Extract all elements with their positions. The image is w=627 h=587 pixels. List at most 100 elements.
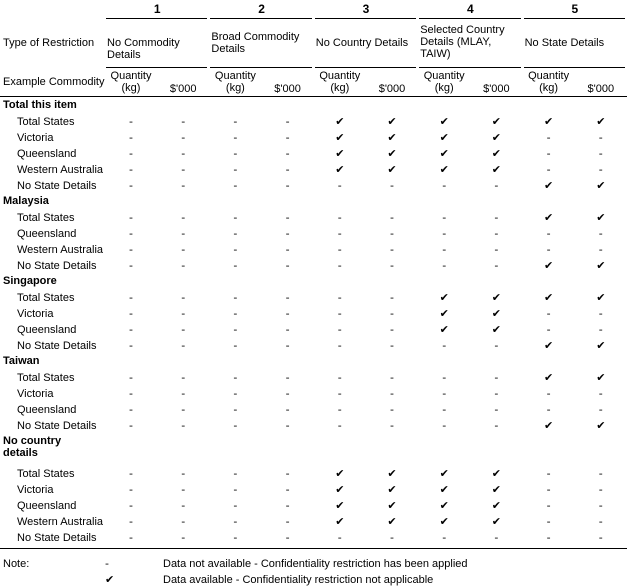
cell: - [598,163,603,176]
cell: - [598,499,603,512]
cell: ✔ [335,147,345,160]
cell: - [233,339,238,352]
header-rule [419,18,521,19]
cell: - [390,371,394,384]
cell: ✔ [335,131,345,144]
cell: - [494,371,499,384]
row-label: Western Australia [17,244,104,256]
cell: - [546,323,551,336]
restriction: Broad Commodity Details [211,31,300,55]
rule [0,548,627,549]
cell: ✔ [596,211,606,224]
cell: - [442,371,447,384]
header-rule [106,18,208,19]
cell: ✔ [596,179,606,192]
cell: - [181,163,186,176]
column-number: 3 [362,2,370,16]
cell: ✔ [491,291,501,304]
cell: - [129,115,133,128]
cell: - [181,211,186,224]
cell: ✔ [439,131,449,144]
cell: - [442,419,447,432]
cell: - [233,147,238,160]
cell: - [494,211,499,224]
cell: - [285,131,290,144]
cell: - [285,211,290,224]
cell: - [337,307,342,320]
cell: - [337,419,342,432]
cell: - [494,387,499,400]
cell: - [129,371,133,384]
column-number: 4 [467,2,474,16]
cell: - [233,211,238,224]
cell: ✔ [387,467,397,480]
cell: - [546,515,551,528]
cell: - [337,403,342,416]
cell: - [129,131,133,144]
cell: - [233,419,238,432]
cell: - [285,307,290,320]
cell: - [390,323,394,336]
row-label: Victoria [17,388,54,400]
cell: ✔ [596,339,606,352]
cell: ✔ [543,115,554,128]
header-rule [314,67,417,68]
cell: - [546,227,551,240]
cell: - [390,211,394,224]
cell: - [390,291,394,304]
row-label: No State Details [17,340,97,352]
header-rule [106,67,208,68]
cell: ✔ [387,147,397,160]
cell: - [181,419,186,432]
row-label: Total States [17,372,75,384]
cell: - [598,515,603,528]
row-label: Western Australia [17,516,104,528]
cell: ✔ [491,323,501,336]
row-label: Queensland [17,500,77,512]
header-rule [210,18,312,19]
cell: - [285,179,290,192]
cell: ✔ [335,467,345,480]
cell: ✔ [543,211,554,224]
cell: - [129,179,133,192]
note-text: Data not available - Confidentiality res… [163,558,468,570]
commodity-label: Example Commodity [3,76,105,88]
cell: ✔ [439,163,449,176]
cell: - [598,323,603,336]
cell: - [233,467,238,480]
header-rule [314,18,417,19]
cell: - [285,403,290,416]
cell: - [129,323,133,336]
cell: - [546,243,551,256]
cell: - [390,403,394,416]
cell: ✔ [439,307,449,320]
cell: - [129,339,133,352]
cell: - [390,243,394,256]
cell: ✔ [543,259,554,272]
cell: - [181,243,186,256]
cell: - [233,307,238,320]
cell: - [181,403,186,416]
cell: - [181,115,186,128]
cell: - [129,243,133,256]
cell: - [337,243,342,256]
cell: - [546,467,551,480]
cell: - [233,499,238,512]
cell: - [390,531,394,544]
cell: ✔ [543,339,554,352]
cell: - [285,259,290,272]
cell: - [285,515,290,528]
restriction-label: Type of Restriction [3,37,95,49]
unit-label: Quantity (kg) [528,70,570,94]
cell: - [233,403,238,416]
cell: ✔ [491,499,501,512]
cell: - [598,147,603,160]
cell: - [233,531,238,544]
cell: - [442,179,447,192]
unit-label: Quantity (kg) [423,70,465,94]
cell: - [598,227,603,240]
row-label: No State Details [17,532,97,544]
cell: - [285,531,290,544]
cell: - [494,403,499,416]
